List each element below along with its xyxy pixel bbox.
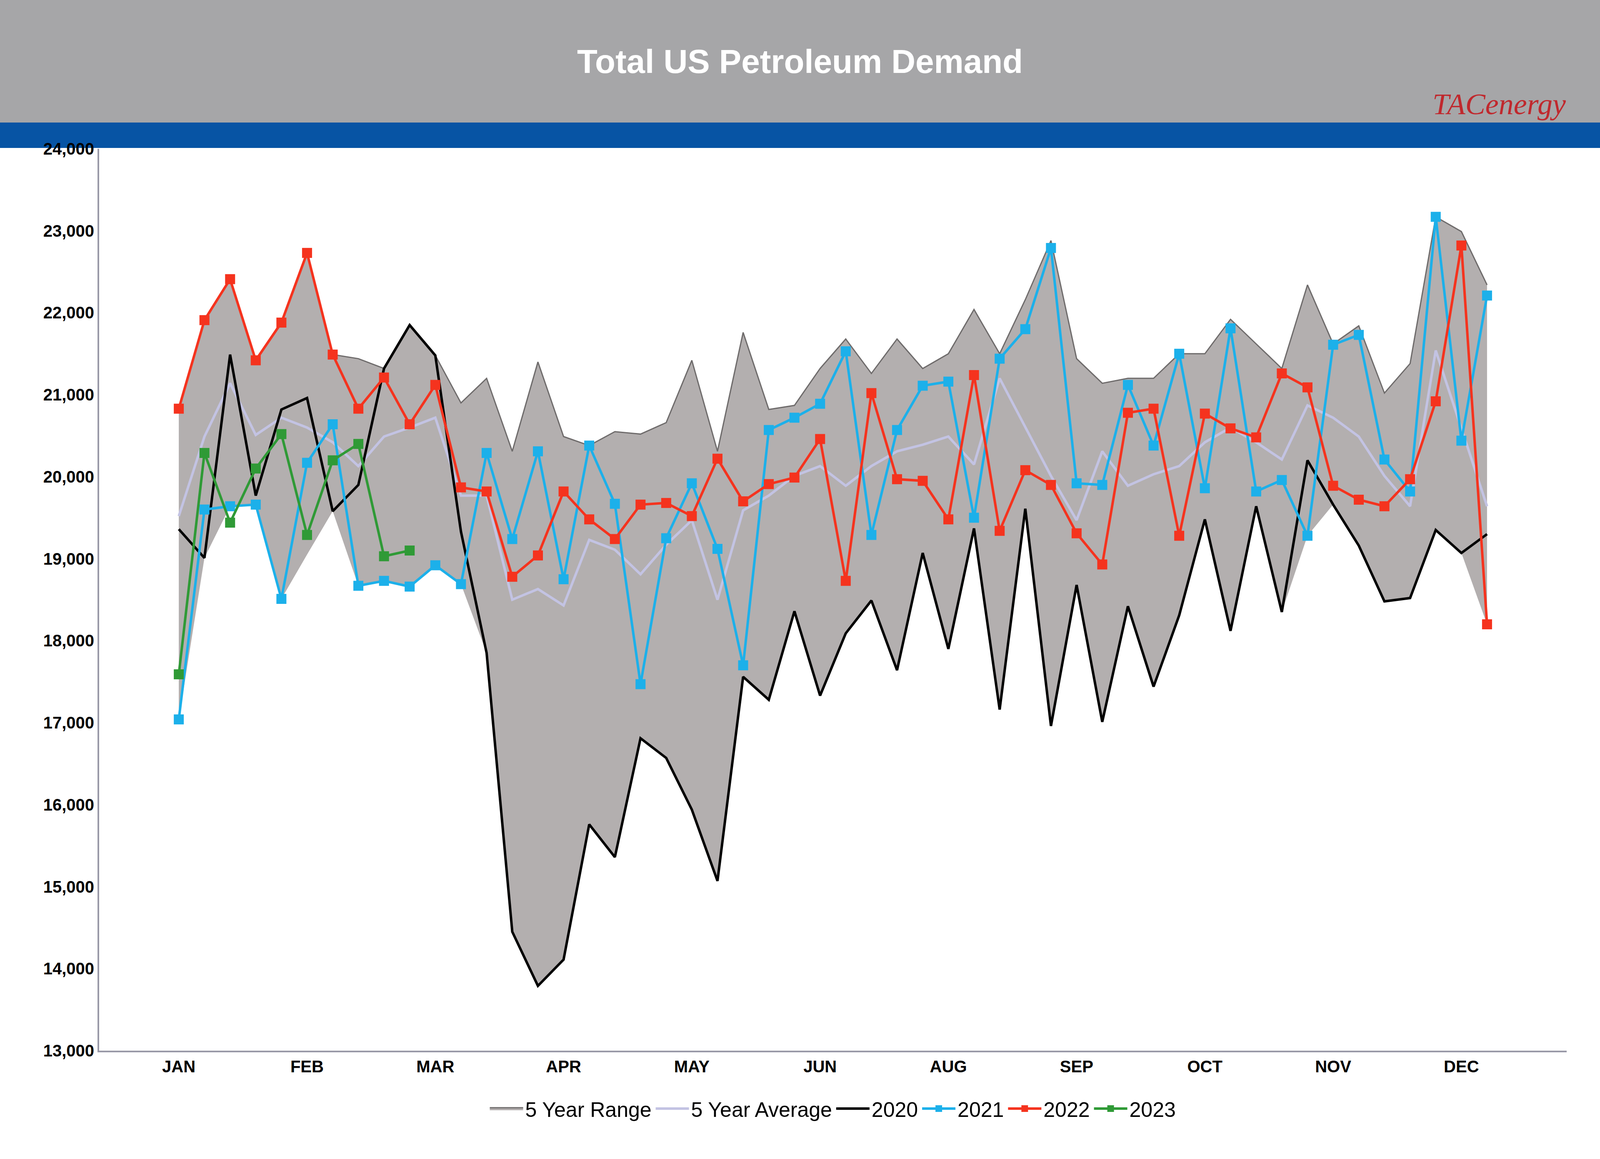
- svg-text:DEC: DEC: [1443, 1057, 1479, 1076]
- svg-text:2022: 2022: [1043, 1097, 1090, 1122]
- svg-text:2023: 2023: [1129, 1097, 1176, 1122]
- svg-text:21,000: 21,000: [43, 385, 95, 404]
- svg-text:14,000: 14,000: [43, 959, 95, 978]
- svg-text:15,000: 15,000: [43, 877, 95, 896]
- svg-text:5 Year Range: 5 Year Range: [525, 1097, 652, 1122]
- svg-text:20,000: 20,000: [43, 467, 95, 486]
- svg-text:AUG: AUG: [930, 1057, 968, 1076]
- svg-text:18,000: 18,000: [43, 631, 95, 650]
- svg-text:MAY: MAY: [674, 1057, 710, 1076]
- svg-text:TACenergy: TACenergy: [1432, 87, 1566, 121]
- svg-text:2020: 2020: [871, 1097, 918, 1122]
- svg-text:MAR: MAR: [416, 1057, 455, 1076]
- svg-text:OCT: OCT: [1187, 1057, 1223, 1076]
- svg-text:FEB: FEB: [290, 1057, 324, 1076]
- svg-text:NOV: NOV: [1315, 1057, 1352, 1076]
- svg-text:13,000: 13,000: [43, 1041, 95, 1060]
- svg-text:JUN: JUN: [803, 1057, 837, 1076]
- svg-text:22,000: 22,000: [43, 303, 95, 322]
- svg-text:SEP: SEP: [1060, 1057, 1094, 1076]
- svg-text:19,000: 19,000: [43, 549, 95, 568]
- svg-text:APR: APR: [545, 1057, 582, 1076]
- svg-text:JAN: JAN: [162, 1057, 196, 1076]
- svg-text:2021: 2021: [957, 1097, 1004, 1122]
- svg-text:17,000: 17,000: [43, 713, 95, 732]
- svg-text:24,000: 24,000: [43, 139, 95, 158]
- svg-text:Total US Petroleum Demand: Total US Petroleum Demand: [577, 42, 1023, 80]
- svg-text:5 Year Average: 5 Year Average: [691, 1097, 833, 1122]
- svg-text:16,000: 16,000: [43, 795, 95, 814]
- svg-text:23,000: 23,000: [43, 221, 95, 240]
